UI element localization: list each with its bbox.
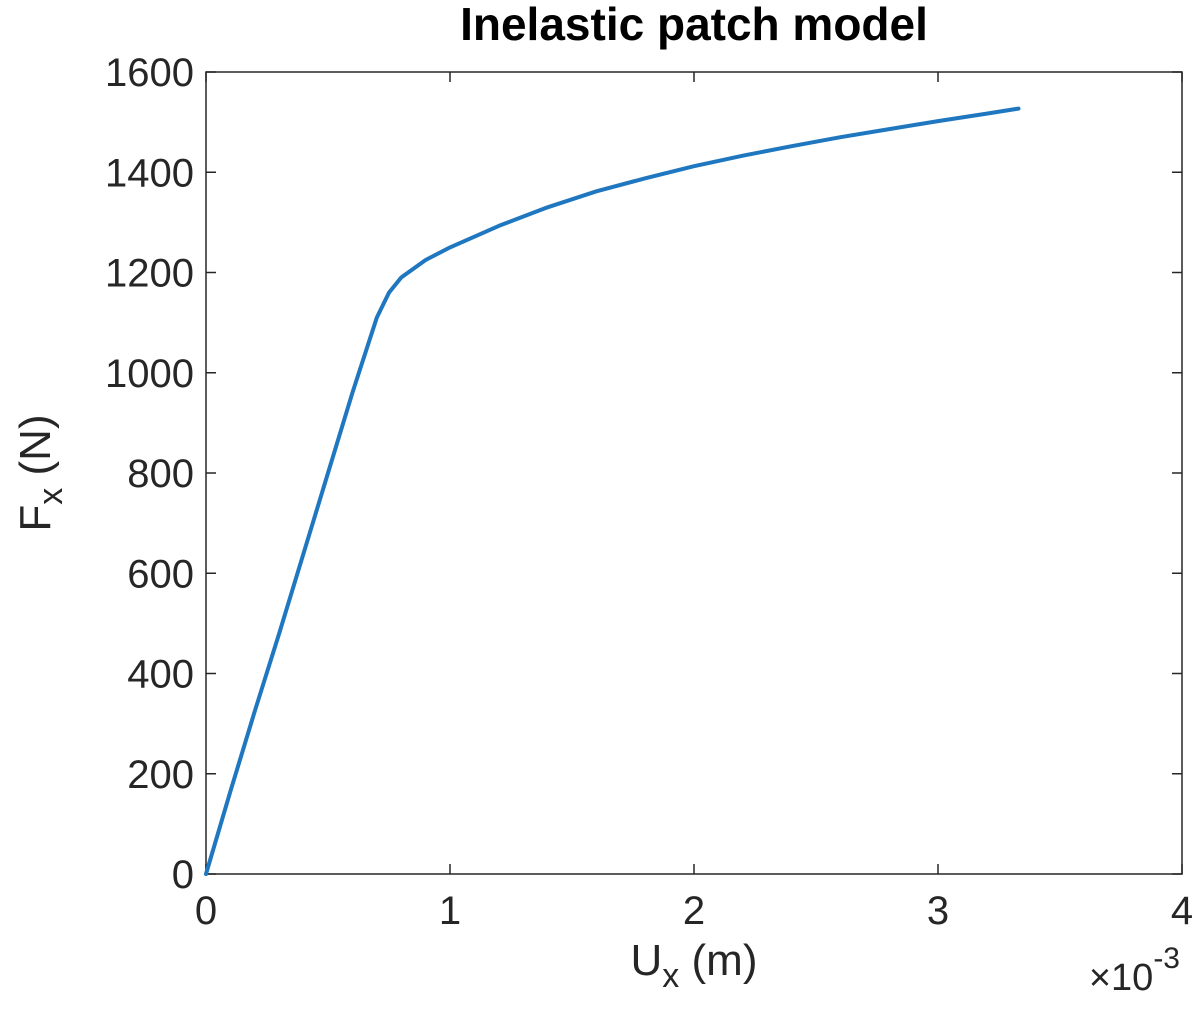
x-tick-labels: 0 1 2 3 4 bbox=[195, 889, 1193, 933]
y-tick-label: 0 bbox=[172, 853, 194, 897]
y-axis-label-unit: (N) bbox=[11, 414, 60, 487]
y-tick-label: 1400 bbox=[105, 151, 194, 195]
x-tick-label: 0 bbox=[195, 889, 217, 933]
y-tick-label: 1200 bbox=[105, 252, 194, 296]
x-tick-label: 3 bbox=[927, 889, 949, 933]
x-axis-label: Ux (m) bbox=[631, 936, 758, 995]
x-axis-multiplier-base: ×10 bbox=[1089, 957, 1153, 999]
y-tick-label: 600 bbox=[127, 552, 194, 596]
y-axis-label-base: F bbox=[11, 505, 60, 532]
series-line bbox=[204, 106, 1021, 876]
y-tick-label: 200 bbox=[127, 753, 194, 797]
y-axis-ticks bbox=[206, 71, 1182, 875]
y-tick-label: 1000 bbox=[105, 352, 194, 396]
y-tick-label: 1600 bbox=[105, 51, 194, 95]
x-axis-label-base: U bbox=[631, 936, 663, 985]
x-tick-label: 2 bbox=[683, 889, 705, 933]
x-tick-label: 1 bbox=[439, 889, 461, 933]
y-tick-label: 400 bbox=[127, 653, 194, 697]
y-axis-label-subscript: x bbox=[32, 488, 70, 505]
x-axis-label-unit: (m) bbox=[679, 936, 757, 985]
x-axis-ticks bbox=[205, 72, 1183, 874]
y-tick-labels: 0 200 400 600 800 1000 1200 1400 1600 bbox=[105, 51, 194, 897]
x-axis-label-subscript: x bbox=[662, 957, 679, 995]
x-axis-multiplier: ×10-3 bbox=[1089, 942, 1180, 999]
x-tick-label: 4 bbox=[1171, 889, 1193, 933]
plot-area bbox=[205, 71, 1183, 875]
y-tick-label: 800 bbox=[127, 452, 194, 496]
chart-title: Inelastic patch model bbox=[460, 0, 928, 50]
y-axis-label: Fx (N) bbox=[11, 414, 70, 531]
x-axis-multiplier-power: -3 bbox=[1153, 942, 1180, 975]
